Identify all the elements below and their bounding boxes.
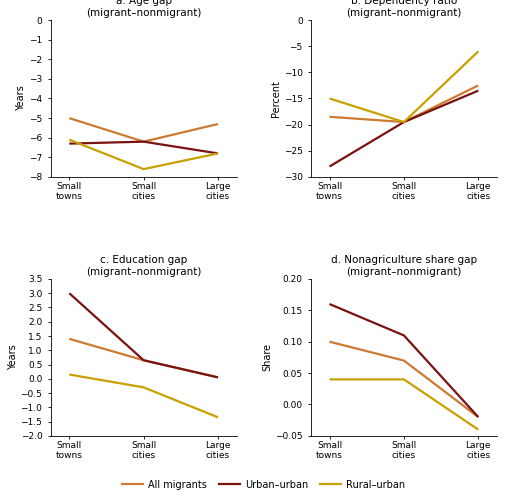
Title: c. Education gap
(migrant–nonmigrant): c. Education gap (migrant–nonmigrant) xyxy=(86,255,201,277)
Y-axis label: Share: Share xyxy=(262,343,272,371)
Y-axis label: Percent: Percent xyxy=(271,80,281,117)
Y-axis label: Years: Years xyxy=(8,345,18,370)
Title: d. Nonagriculture share gap
(migrant–nonmigrant): d. Nonagriculture share gap (migrant–non… xyxy=(331,255,477,277)
Title: b. Dependency ratio
(migrant–nonmigrant): b. Dependency ratio (migrant–nonmigrant) xyxy=(346,0,461,18)
Title: a. Age gap
(migrant–nonmigrant): a. Age gap (migrant–nonmigrant) xyxy=(86,0,201,18)
Y-axis label: Years: Years xyxy=(16,86,26,111)
Legend: All migrants, Urban–urban, Rural–urban: All migrants, Urban–urban, Rural–urban xyxy=(118,476,409,493)
